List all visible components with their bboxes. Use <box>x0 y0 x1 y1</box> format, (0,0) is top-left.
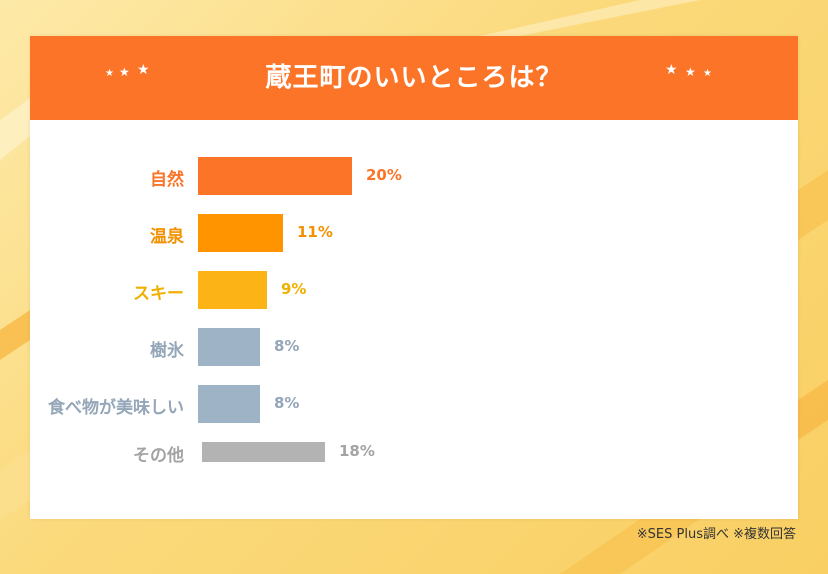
value-label: 8% <box>274 394 300 412</box>
star-icon: ★ <box>105 68 114 79</box>
bar <box>198 157 352 195</box>
bar <box>198 214 283 252</box>
category-label: 自然 <box>150 170 184 190</box>
star-icon: ★ <box>703 68 712 79</box>
source-footnote: ※SES Plus調べ ※複数回答 <box>636 527 796 542</box>
bar-chart: 自然 20% 温泉 11% スキー 9% 樹氷 8% 食べ物が美味しい 8% その他 18% <box>30 120 798 519</box>
bar <box>202 442 325 462</box>
star-icon: ★ <box>137 62 150 78</box>
category-label: 樹氷 <box>150 341 184 361</box>
value-label: 8% <box>274 337 300 355</box>
value-label: 20% <box>366 166 402 184</box>
chart-header: ★ ★ ★ 蔵王町のいいところは？ ★ ★ ★ <box>30 36 798 120</box>
category-label: 食べ物が美味しい <box>48 398 184 418</box>
star-icon: ★ <box>119 65 130 79</box>
category-label: その他 <box>133 446 184 466</box>
category-label: 温泉 <box>150 227 184 247</box>
value-label: 11% <box>297 223 333 241</box>
value-label: 9% <box>281 280 307 298</box>
chart-title: 蔵王町のいいところは？ <box>265 63 563 93</box>
star-icon: ★ <box>685 65 696 79</box>
bar <box>198 328 260 366</box>
value-label: 18% <box>339 442 375 460</box>
bar <box>198 385 260 423</box>
star-icon: ★ <box>665 62 678 78</box>
bar <box>198 271 267 309</box>
category-label: スキー <box>133 284 184 304</box>
chart-card: ★ ★ ★ 蔵王町のいいところは？ ★ ★ ★ 自然 20% 温泉 11% スキー 9% 樹… <box>30 36 798 519</box>
